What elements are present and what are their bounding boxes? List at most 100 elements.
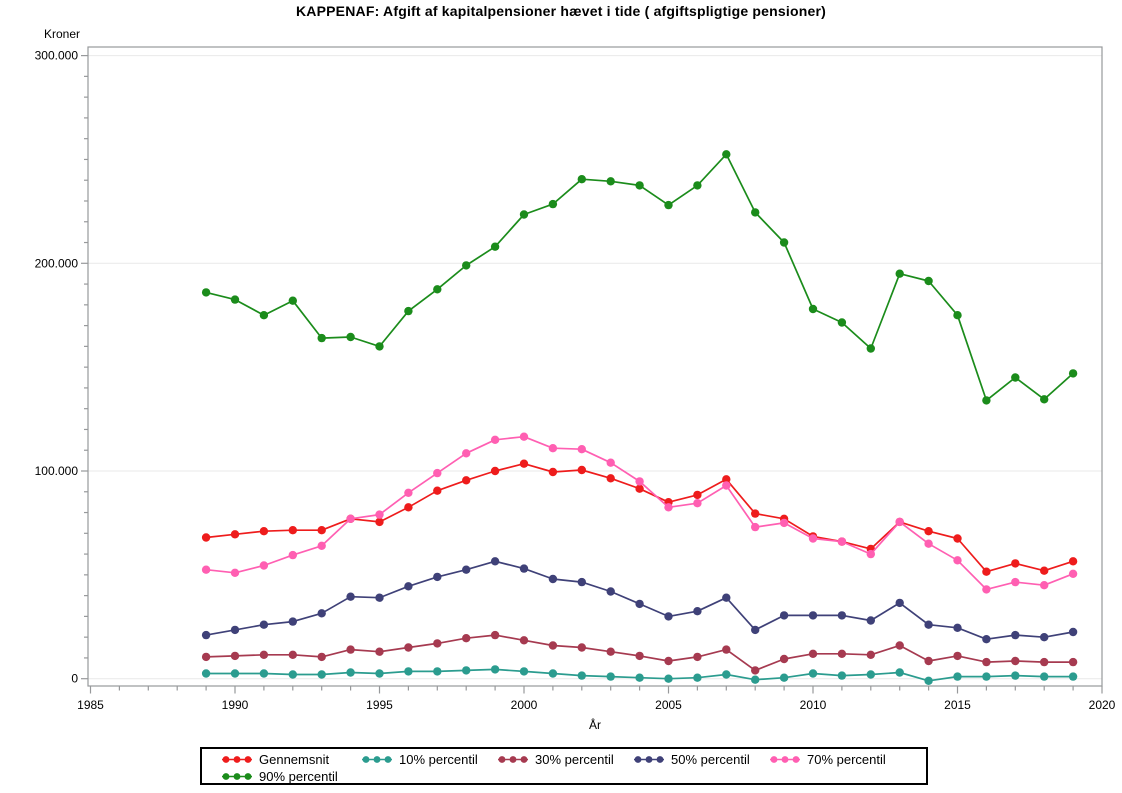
series-point [1011, 656, 1020, 666]
series-point [953, 651, 962, 661]
series-point [548, 467, 558, 477]
series-point [1011, 671, 1020, 680]
series-point [722, 645, 731, 654]
series-point [693, 652, 702, 662]
series-point [230, 625, 240, 635]
y-tick-label: 300.000 [35, 49, 79, 63]
series-point [1068, 672, 1078, 681]
series-point [201, 652, 211, 662]
legend-item: 30% percentil [498, 752, 634, 767]
series-point [693, 607, 702, 616]
series-point [808, 649, 818, 658]
series-point [259, 561, 269, 570]
series-point [779, 654, 789, 664]
legend-marker-icon [634, 756, 664, 763]
series-point [751, 675, 760, 684]
series-point [808, 669, 818, 678]
series-point [462, 666, 471, 675]
series-point [433, 468, 442, 478]
series-point [924, 656, 933, 666]
series-point [375, 669, 384, 678]
x-tick-label: 1995 [366, 698, 393, 712]
series-point [1011, 559, 1020, 568]
legend-item-label: Gennemsnit [259, 752, 330, 767]
series-point [490, 435, 500, 444]
series-point [548, 669, 558, 678]
series-point [548, 444, 558, 453]
y-tick-label: 0 [71, 672, 78, 686]
series-point [462, 634, 471, 643]
series-point [895, 641, 904, 650]
series-point [751, 522, 760, 532]
series-point [664, 612, 673, 621]
series-point [317, 670, 326, 679]
series-point [577, 643, 586, 652]
series-point [1068, 569, 1078, 578]
series-point [635, 673, 644, 682]
legend-item: 10% percentil [362, 752, 498, 767]
legend-item-label: 50% percentil [671, 752, 750, 767]
series-point [577, 465, 586, 475]
series-point [664, 503, 673, 512]
series-point [490, 557, 500, 566]
series-point [375, 593, 384, 602]
x-tick-label: 2020 [1089, 698, 1116, 712]
series-point [577, 175, 586, 184]
series-point [288, 617, 297, 626]
series-point [924, 527, 933, 536]
legend-item-label: 70% percentil [807, 752, 886, 767]
series-point [808, 611, 818, 620]
series-point [635, 477, 644, 486]
series-point [317, 333, 326, 343]
series-point [375, 647, 384, 656]
series-point [982, 672, 991, 681]
series-point [808, 534, 818, 543]
series-point [519, 210, 529, 219]
series-point [346, 645, 355, 654]
series-point [982, 567, 991, 576]
series-point [548, 574, 558, 584]
series-point [982, 396, 991, 405]
series-point [837, 649, 847, 658]
series-point [606, 458, 615, 467]
series-point [837, 537, 847, 546]
series-point [693, 490, 702, 500]
series-point [490, 630, 500, 640]
series-point [375, 517, 384, 527]
series-point [1011, 373, 1020, 382]
series-point [866, 650, 875, 659]
series-point [201, 533, 211, 542]
series-point [982, 635, 991, 644]
legend-marker-icon [770, 756, 800, 763]
x-tick-label: 2000 [511, 698, 538, 712]
legend-item-label: 30% percentil [535, 752, 614, 767]
series-point [1011, 630, 1020, 640]
series-point [1068, 627, 1078, 637]
series-line [206, 435, 1074, 591]
series-point [779, 238, 789, 247]
legend-item-label: 90% percentil [259, 769, 338, 784]
legend-item: 70% percentil [770, 752, 886, 767]
series-point [751, 666, 760, 675]
series-point [837, 318, 847, 327]
series-point [606, 177, 615, 186]
series-point [693, 499, 702, 508]
series-point [288, 526, 297, 535]
series-point [288, 670, 297, 679]
series-point [548, 199, 558, 209]
legend-row: Gennemsnit 10% percentil 30% percentil 50% … [222, 751, 926, 768]
series-point [433, 285, 442, 294]
series-point [866, 344, 875, 353]
series-point [982, 657, 991, 667]
series-point [924, 539, 933, 548]
series-point [288, 296, 297, 305]
series-point [519, 459, 529, 468]
series-point [953, 623, 962, 632]
series-point [404, 306, 413, 316]
series-point [837, 671, 847, 680]
x-tick-label: 2005 [655, 698, 682, 712]
series-point [577, 577, 586, 587]
series-point [866, 549, 875, 559]
series-point [404, 643, 413, 652]
